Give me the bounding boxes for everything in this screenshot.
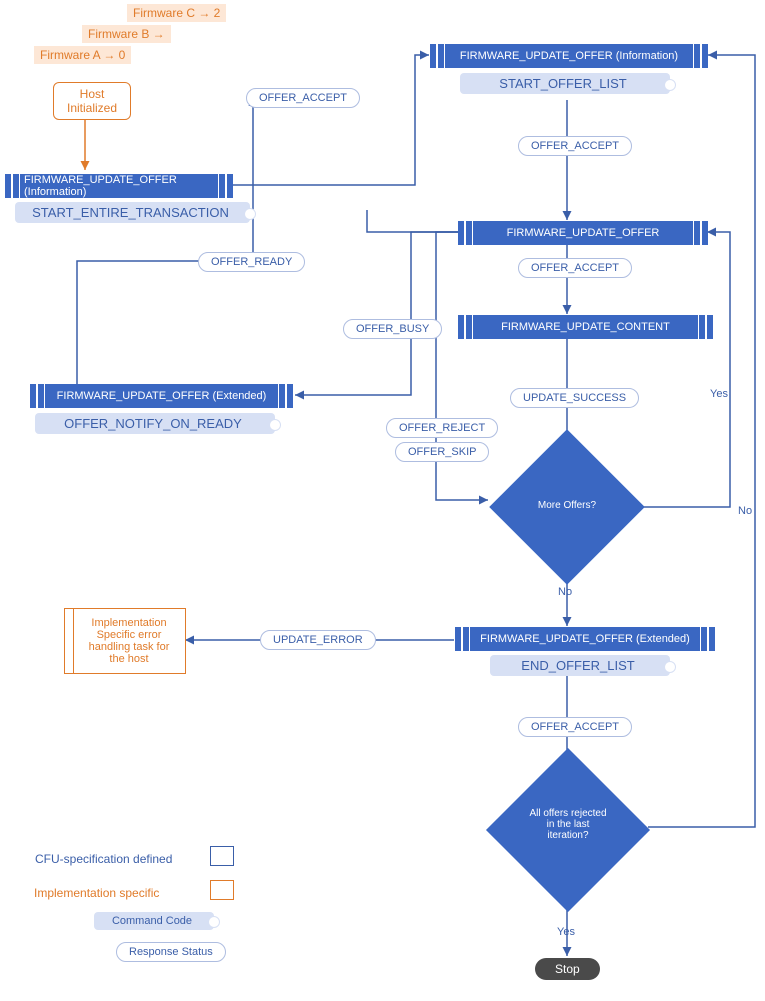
edge-yes-2: Yes <box>557 926 575 938</box>
resp-update-success: UPDATE_SUCCESS <box>510 388 639 408</box>
node-label: FIRMWARE_UPDATE_OFFER (Extended) <box>45 384 278 408</box>
resp-offer-accept-3: OFFER_ACCEPT <box>518 258 632 278</box>
edge-no-2: No <box>738 505 752 517</box>
tag-end-offer-list: END_OFFER_LIST <box>490 655 670 676</box>
legend-impl: Implementation specific <box>34 886 159 900</box>
stop-terminal: Stop <box>535 958 600 980</box>
edge-no-1: No <box>558 586 572 598</box>
node-offer-notify: FIRMWARE_UPDATE_OFFER (Extended) <box>30 384 293 408</box>
resp-offer-accept-2: OFFER_ACCEPT <box>518 136 632 156</box>
flowchart-arrows <box>0 0 765 1001</box>
node-update-offer: FIRMWARE_UPDATE_OFFER <box>458 221 708 245</box>
node-start-offer-list: FIRMWARE_UPDATE_OFFER (Information) <box>430 44 708 68</box>
firmware-tag-c: Firmware C → 2 <box>127 4 226 22</box>
resp-offer-ready: OFFER_READY <box>198 252 305 272</box>
tag-offer-notify-on-ready: OFFER_NOTIFY_ON_READY <box>35 413 275 434</box>
resp-offer-busy: OFFER_BUSY <box>343 319 442 339</box>
firmware-tag-b: Firmware B → <box>82 25 171 43</box>
decision-more-offers-label: More Offers? <box>512 500 622 511</box>
legend-cfu-box <box>210 846 234 866</box>
resp-update-error: UPDATE_ERROR <box>260 630 376 650</box>
decision-all-rejected-label: All offers rejected in the last iteratio… <box>510 808 626 841</box>
resp-offer-accept-1: OFFER_ACCEPT <box>246 88 360 108</box>
node-label: FIRMWARE_UPDATE_OFFER <box>473 221 693 245</box>
host-init-label: Host Initialized <box>67 87 117 115</box>
impl-label: Implementation Specific error handling t… <box>73 617 177 665</box>
node-label: FIRMWARE_UPDATE_CONTENT <box>473 315 698 339</box>
tag-start-offer-list: START_OFFER_LIST <box>460 73 670 94</box>
edge-yes-1: Yes <box>710 388 728 400</box>
legend-cmd: Command Code <box>94 912 214 930</box>
firmware-tag-a: Firmware A → 0 <box>34 46 131 64</box>
node-label: FIRMWARE_UPDATE_OFFER (Information) <box>20 174 218 198</box>
legend-cfu: CFU-specification defined <box>35 852 172 866</box>
node-update-content: FIRMWARE_UPDATE_CONTENT <box>458 315 713 339</box>
node-label: FIRMWARE_UPDATE_OFFER (Extended) <box>470 627 700 651</box>
node-end-offer-list: FIRMWARE_UPDATE_OFFER (Extended) <box>455 627 715 651</box>
legend-impl-box <box>210 880 234 900</box>
resp-offer-skip: OFFER_SKIP <box>395 442 489 462</box>
legend-resp: Response Status <box>116 942 226 962</box>
resp-offer-accept-4: OFFER_ACCEPT <box>518 717 632 737</box>
tag-start-entire-transaction: START_ENTIRE_TRANSACTION <box>15 202 250 223</box>
resp-offer-reject: OFFER_REJECT <box>386 418 498 438</box>
node-label: FIRMWARE_UPDATE_OFFER (Information) <box>445 44 693 68</box>
impl-error-box: Implementation Specific error handling t… <box>64 608 186 674</box>
host-initialized: Host Initialized <box>53 82 131 120</box>
node-start-transaction: FIRMWARE_UPDATE_OFFER (Information) <box>5 174 233 198</box>
